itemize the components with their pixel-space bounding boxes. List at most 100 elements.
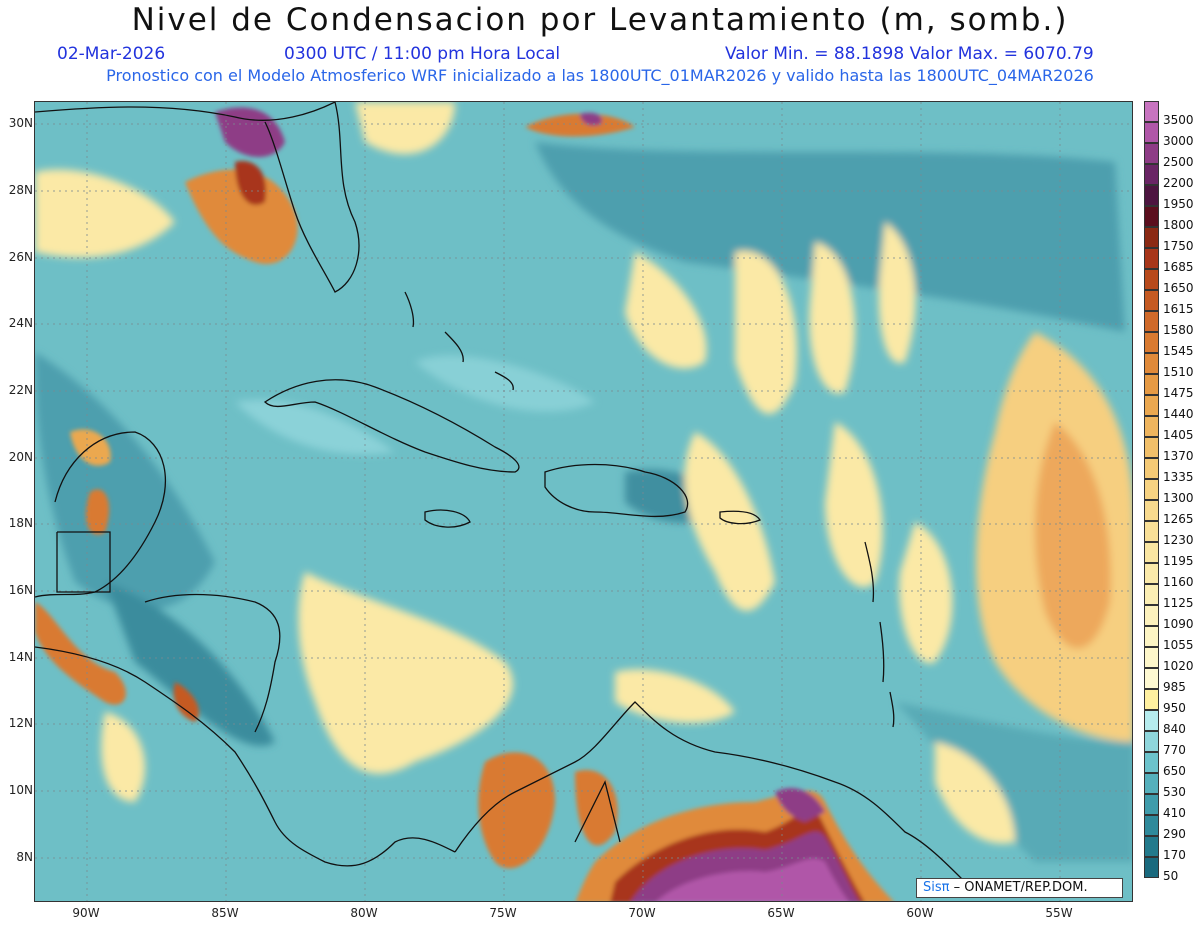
legend-row: 530: [1144, 773, 1200, 799]
lat-label-28n: 28N: [8, 183, 33, 197]
lat-label-18n: 18N: [8, 516, 33, 530]
model-run-info: Pronostico con el Modelo Atmosferico WRF…: [106, 66, 1094, 85]
legend-swatch: [1144, 752, 1159, 773]
legend-label: 1230: [1163, 533, 1194, 547]
legend-row: 1125: [1144, 584, 1200, 610]
legend-label: 1545: [1163, 344, 1194, 358]
legend-row: 1950: [1144, 185, 1200, 211]
legend-row: 1370: [1144, 437, 1200, 463]
legend-label: 770: [1163, 743, 1186, 757]
legend-row: 840: [1144, 710, 1200, 736]
legend-label: 50: [1163, 869, 1179, 883]
legend-label: 1580: [1163, 323, 1194, 337]
legend-label: 1685: [1163, 260, 1194, 274]
legend-swatch: [1144, 101, 1159, 122]
lcl-map: [34, 101, 1133, 902]
legend-row: 1440: [1144, 395, 1200, 421]
legend-label: 2200: [1163, 176, 1194, 190]
legend-row: 1510: [1144, 353, 1200, 379]
legend-swatch: [1144, 479, 1159, 500]
legend-label: 290: [1163, 827, 1186, 841]
legend-row: 3500: [1144, 101, 1200, 127]
lon-label-90w: 90W: [72, 906, 100, 920]
legend-swatch: [1144, 689, 1159, 710]
legend-label: 1055: [1163, 638, 1194, 652]
legend-row: 1300: [1144, 479, 1200, 505]
legend-label: 1475: [1163, 386, 1194, 400]
legend-swatch: [1144, 437, 1159, 458]
legend-label: 170: [1163, 848, 1186, 862]
sispi-logo-text: Sisπ: [923, 880, 950, 895]
legend-swatch: [1144, 794, 1159, 815]
legend-row: 1265: [1144, 500, 1200, 526]
lon-label-60w: 60W: [906, 906, 934, 920]
coastlines: [35, 102, 966, 883]
lat-label-22n: 22N: [8, 383, 33, 397]
forecast-date: 02-Mar-2026: [57, 44, 166, 64]
legend-swatch: [1144, 521, 1159, 542]
legend-row: 2500: [1144, 143, 1200, 169]
legend-label: 1510: [1163, 365, 1194, 379]
map-field: [35, 102, 1132, 901]
legend-row: 1195: [1144, 542, 1200, 568]
legend-swatch: [1144, 500, 1159, 521]
lon-label-85w: 85W: [211, 906, 239, 920]
legend-label: 985: [1163, 680, 1186, 694]
color-legend: 3500 3000 2500 2200 1950 1800 1750 1685 1650 1615…: [1144, 101, 1200, 902]
legend-row: 1685: [1144, 248, 1200, 274]
legend-swatch: [1144, 668, 1159, 689]
legend-swatch: [1144, 563, 1159, 584]
legend-swatch: [1144, 143, 1159, 164]
lat-label-30n: 30N: [8, 116, 33, 130]
legend-label: 1650: [1163, 281, 1194, 295]
legend-swatch: [1144, 710, 1159, 731]
legend-label: 1090: [1163, 617, 1194, 631]
legend-label: 1125: [1163, 596, 1194, 610]
legend-swatch: [1144, 185, 1159, 206]
legend-row: 1055: [1144, 626, 1200, 652]
legend-row: 410: [1144, 794, 1200, 820]
legend-row: 1335: [1144, 458, 1200, 484]
legend-swatch: [1144, 836, 1159, 857]
legend-row: 170: [1144, 836, 1200, 862]
legend-label: 3500: [1163, 113, 1194, 127]
legend-row: 1475: [1144, 374, 1200, 400]
legend-label: 3000: [1163, 134, 1194, 148]
legend-swatch: [1144, 332, 1159, 353]
legend-row: 50: [1144, 857, 1200, 883]
credit-box: Sisπ – ONAMET/REP.DOM.: [916, 878, 1123, 898]
legend-row: 1650: [1144, 269, 1200, 295]
legend-swatch: [1144, 395, 1159, 416]
legend-label: 1950: [1163, 197, 1194, 211]
legend-row: 770: [1144, 731, 1200, 757]
legend-swatch: [1144, 458, 1159, 479]
legend-label: 2500: [1163, 155, 1194, 169]
lon-label-75w: 75W: [489, 906, 517, 920]
lat-label-14n: 14N: [8, 650, 33, 664]
legend-label: 1195: [1163, 554, 1194, 568]
credit-text: – ONAMET/REP.DOM.: [953, 880, 1088, 895]
legend-label: 1615: [1163, 302, 1194, 316]
legend-swatch: [1144, 164, 1159, 185]
legend-label: 1405: [1163, 428, 1194, 442]
legend-swatch: [1144, 584, 1159, 605]
legend-row: 1090: [1144, 605, 1200, 631]
legend-row: 1615: [1144, 290, 1200, 316]
legend-swatch: [1144, 542, 1159, 563]
legend-label: 840: [1163, 722, 1186, 736]
legend-label: 1370: [1163, 449, 1194, 463]
legend-label: 650: [1163, 764, 1186, 778]
legend-label: 1750: [1163, 239, 1194, 253]
legend-swatch: [1144, 311, 1159, 332]
legend-row: 985: [1144, 668, 1200, 694]
legend-swatch: [1144, 122, 1159, 143]
legend-row: 1580: [1144, 311, 1200, 337]
legend-row: 1800: [1144, 206, 1200, 232]
legend-label: 1800: [1163, 218, 1194, 232]
legend-swatch: [1144, 206, 1159, 227]
map-title: Nivel de Condensacion por Levantamiento …: [131, 2, 1069, 38]
legend-label: 530: [1163, 785, 1186, 799]
legend-row: 1545: [1144, 332, 1200, 358]
legend-row: 1160: [1144, 563, 1200, 589]
legend-row: 1020: [1144, 647, 1200, 673]
